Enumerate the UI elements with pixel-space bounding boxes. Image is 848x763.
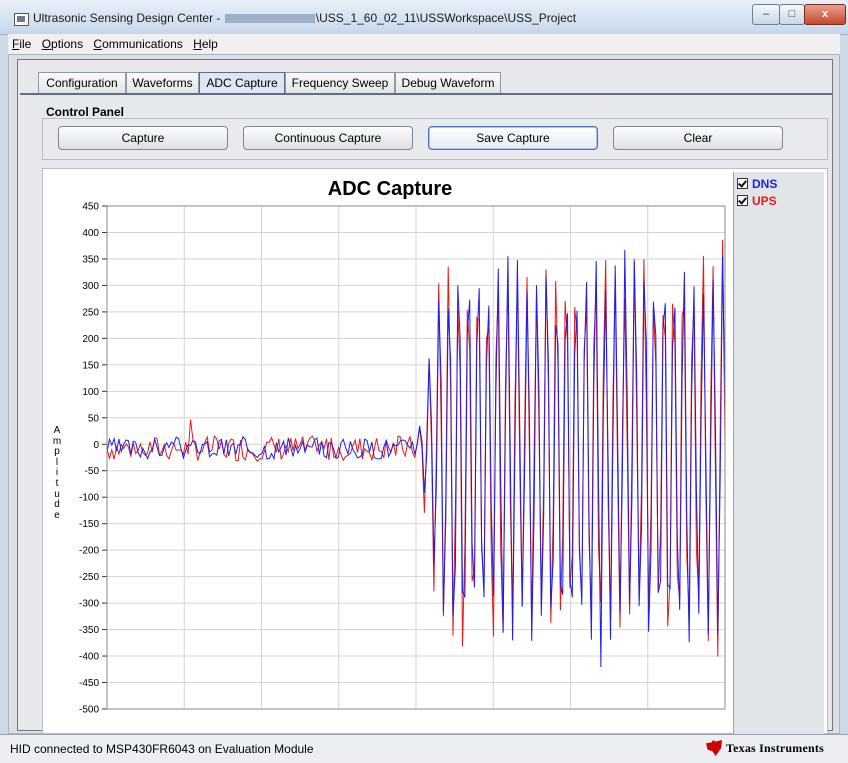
y-tick-label: 300 <box>82 281 99 292</box>
window-title-suffix: \USS_1_60_02_11\USSWorkspace\USS_Project <box>315 11 577 25</box>
series-dns <box>106 249 726 668</box>
plot-frame <box>106 205 726 710</box>
control-panel-title: Control Panel <box>46 105 125 119</box>
status-text: HID connected to MSP430FR6043 on Evaluat… <box>10 742 314 756</box>
y-tick-label: -300 <box>79 599 99 610</box>
y-tick-label: -100 <box>79 493 99 504</box>
legend-panel: DNS UPS <box>733 172 824 734</box>
chart-title: ADC Capture <box>328 178 452 200</box>
save-capture-button[interactable]: Save Capture <box>428 126 598 150</box>
y-tick-label: -450 <box>79 678 99 689</box>
y-tick-label: 0 <box>93 440 99 451</box>
menu-options[interactable]: Options <box>38 34 86 51</box>
y-axis-ticks: 450 400 350 300 250 200 150 100 50 0 -50 -100 -150 -2… <box>79 202 107 716</box>
menu-file[interactable]: File <box>8 34 34 51</box>
y-tick-label: 450 <box>82 202 99 213</box>
y-tick-label: 50 <box>88 413 100 424</box>
title-bar[interactable]: Ultrasonic Sensing Design Center - \USS_… <box>0 0 848 35</box>
status-bar: HID connected to MSP430FR6043 on Evaluat… <box>0 734 848 763</box>
ups-checkbox[interactable] <box>737 195 748 206</box>
dns-checkbox[interactable] <box>737 178 748 189</box>
chart-series <box>106 239 726 668</box>
y-tick-label: -250 <box>79 572 99 583</box>
ups-legend-label: UPS <box>752 194 777 208</box>
tab-debug-waveform[interactable]: Debug Waveform <box>395 72 501 93</box>
chart-panel <box>42 168 828 734</box>
window-title-prefix: Ultrasonic Sensing Design Center - <box>33 11 224 25</box>
capture-button[interactable]: Capture <box>58 126 228 150</box>
y-tick-label: -150 <box>79 519 99 530</box>
menu-file-mnemonic: F <box>12 37 20 51</box>
menu-communications-label: ommunications <box>102 37 183 51</box>
chart-grid <box>107 205 725 710</box>
dns-legend-label: DNS <box>752 177 778 191</box>
menu-help-mnemonic: H <box>193 37 202 51</box>
y-tick-label: 100 <box>82 387 99 398</box>
y-tick-label: 200 <box>82 334 99 345</box>
y-tick-label: 250 <box>82 307 99 318</box>
close-button[interactable]: x <box>804 4 846 25</box>
ti-logo-icon <box>706 740 722 756</box>
tab-configuration[interactable]: Configuration <box>38 72 126 93</box>
y-tick-label: -50 <box>85 466 100 477</box>
menu-help-label: elp <box>201 37 218 51</box>
y-tick-label: 150 <box>82 360 99 371</box>
menu-communications-mnemonic: C <box>93 37 103 51</box>
adc-capture-chart: ADC Capture 450 400 350 300 250 200 150 100 50 0 -… <box>79 178 726 716</box>
y-tick-label: 400 <box>82 228 99 239</box>
y-tick-label: -200 <box>79 546 99 557</box>
tab-divider <box>20 93 832 95</box>
ti-logo-text: Texas Instruments <box>726 740 824 755</box>
menu-options-label: ptions <box>51 37 84 51</box>
minimize-button[interactable]: – <box>752 4 780 25</box>
tab-adc-capture[interactable]: ADC Capture <box>199 72 285 94</box>
menu-communications[interactable]: Communications <box>89 34 185 51</box>
menu-help[interactable]: Help <box>189 34 221 51</box>
legend-ups[interactable]: UPS <box>737 194 777 208</box>
y-tick-label: -350 <box>79 625 99 636</box>
redacted-path-segment <box>224 14 315 24</box>
ti-logo: Texas Instruments <box>706 740 824 758</box>
menu-bar: File Options Communications Help <box>8 34 840 54</box>
menu-file-label: ile <box>19 37 32 51</box>
continuous-capture-button[interactable]: Continuous Capture <box>243 126 413 150</box>
tab-waveforms[interactable]: Waveforms <box>126 72 199 93</box>
y-tick-label: -500 <box>79 705 99 716</box>
app-icon[interactable] <box>14 13 29 26</box>
maximize-button[interactable]: □ <box>779 4 805 25</box>
menu-options-mnemonic: O <box>41 37 52 51</box>
y-tick-label: -400 <box>79 652 99 663</box>
tab-frequency-sweep[interactable]: Frequency Sweep <box>285 72 395 93</box>
y-tick-label: 350 <box>82 254 99 265</box>
clear-button[interactable]: Clear <box>613 126 783 150</box>
legend-dns[interactable]: DNS <box>737 177 777 191</box>
window-title: Ultrasonic Sensing Design Center - \USS_… <box>33 11 576 25</box>
